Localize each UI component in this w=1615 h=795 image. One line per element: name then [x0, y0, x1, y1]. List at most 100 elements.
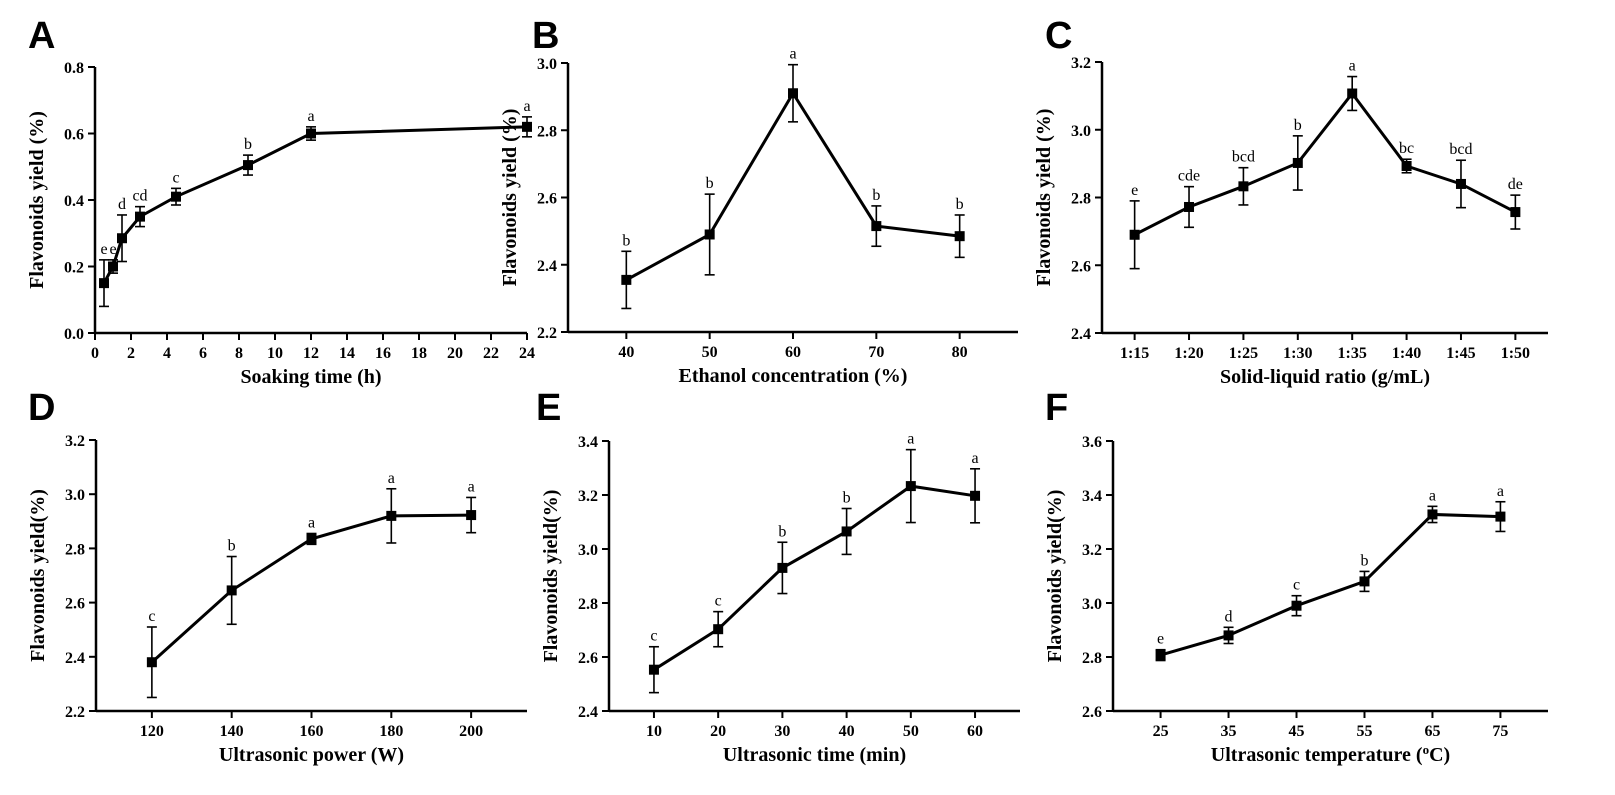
- y-tick-label: 3.6: [1082, 434, 1102, 451]
- significance-label: b: [706, 175, 714, 192]
- x-tick-label: 18: [411, 345, 427, 362]
- significance-label: c: [715, 593, 722, 610]
- y-tick-label: 2.8: [578, 596, 598, 613]
- x-tick-label: 160: [300, 723, 324, 740]
- y-axis-title: Flavonoids yield (%): [499, 109, 521, 287]
- x-tick-label: 120: [140, 723, 164, 740]
- x-tick-label: 20: [447, 345, 463, 362]
- significance-label: a: [388, 470, 395, 487]
- significance-label: d: [118, 196, 126, 213]
- data-point: [841, 526, 852, 537]
- x-tick-label: 40: [618, 344, 634, 361]
- x-tick-label: 45: [1289, 723, 1305, 740]
- y-tick-label: 3.2: [65, 433, 85, 450]
- significance-label: b: [244, 136, 252, 153]
- y-tick-label: 2.6: [1082, 704, 1102, 721]
- x-tick-label: 80: [952, 344, 968, 361]
- data-point: [1223, 630, 1234, 641]
- x-tick-label: 75: [1492, 723, 1508, 740]
- data-point: [970, 490, 981, 501]
- x-axis-title: Ethanol concentration (%): [679, 365, 908, 387]
- y-tick-label: 2.6: [537, 191, 557, 208]
- data-point: [905, 481, 916, 492]
- significance-label: c: [650, 628, 657, 645]
- x-tick-label: 60: [785, 344, 801, 361]
- x-tick-label: 70: [868, 344, 884, 361]
- x-tick-label: 20: [710, 723, 726, 740]
- data-point: [1495, 511, 1506, 522]
- significance-label: bcd: [1232, 149, 1255, 166]
- x-axis-title: Solid-liquid ratio (g/mL): [1220, 366, 1430, 388]
- x-tick-label: 14: [339, 345, 355, 362]
- x-tick-label: 50: [702, 344, 718, 361]
- significance-label: de: [1508, 176, 1523, 193]
- data-point: [648, 664, 659, 675]
- x-axis-title: Ultrasonic power (W): [219, 744, 404, 766]
- series-line: [1133, 91, 1517, 237]
- x-axis-title: Soaking time (h): [240, 366, 381, 388]
- x-tick-label: 140: [220, 723, 244, 740]
- significance-label: bc: [1399, 140, 1414, 157]
- y-tick-label: 3.0: [1071, 123, 1091, 140]
- significance-label: a: [789, 46, 796, 63]
- y-tick-label: 2.4: [65, 650, 85, 667]
- y-tick-label: 0.0: [64, 326, 84, 343]
- y-tick-label: 3.2: [1082, 542, 1102, 559]
- panel-C: C 2.4 2.6 2.8 3.0 3.2 1:15 1:20 1:25 1:30 1:35 1:40…: [1033, 15, 1548, 388]
- data-point: [1455, 178, 1466, 189]
- x-tick-label: 10: [267, 345, 283, 362]
- data-point: [1401, 160, 1412, 171]
- y-tick-label: 2.8: [65, 541, 85, 558]
- data-point: [1291, 600, 1302, 611]
- x-tick-label: 16: [375, 345, 391, 362]
- x-tick-label: 35: [1221, 723, 1237, 740]
- significance-label: e: [1157, 631, 1164, 648]
- x-tick-label: 180: [379, 723, 403, 740]
- panel-letter: E: [536, 387, 561, 429]
- panel-B: B 2.2 2.4 2.6 2.8 3.0 40 50 60 70 80 Ethanol concen…: [499, 15, 1018, 387]
- x-tick-label: 1:20: [1174, 345, 1203, 362]
- significance-label: a: [307, 108, 314, 125]
- x-tick-label: 1:15: [1120, 345, 1149, 362]
- x-tick-label: 1:50: [1501, 345, 1530, 362]
- data-point: [117, 233, 127, 244]
- significance-label: a: [971, 450, 978, 467]
- data-point: [788, 88, 798, 99]
- x-axis-title: Ultrasonic time (min): [723, 744, 906, 766]
- panel-letter: D: [28, 387, 55, 429]
- y-tick-label: 2.8: [1071, 191, 1091, 208]
- data-point: [621, 274, 632, 285]
- data-point: [522, 121, 532, 132]
- significance-label: c: [148, 608, 155, 625]
- x-tick-label: 50: [903, 723, 919, 740]
- x-tick-label: 6: [199, 345, 207, 362]
- x-tick-label: 60: [967, 723, 983, 740]
- y-tick-label: 2.2: [65, 704, 85, 721]
- significance-label: e: [1131, 182, 1138, 199]
- y-tick-label: 0.8: [64, 60, 84, 77]
- significance-label: a: [1349, 58, 1356, 75]
- significance-label: cd: [132, 188, 147, 205]
- y-tick-label: 2.4: [537, 258, 557, 275]
- data-point: [171, 191, 181, 202]
- x-tick-label: 10: [646, 723, 662, 740]
- significance-label: b: [778, 523, 786, 540]
- y-tick-label: 0.4: [64, 193, 84, 210]
- y-tick-label: 3.4: [578, 434, 598, 451]
- x-tick-label: 4: [163, 345, 171, 362]
- panel-F: F 2.6 2.8 3.0 3.2 3.4 3.6 25 35 45 55 65 75 Ultrasoni…: [1044, 387, 1548, 766]
- y-tick-label: 2.2: [537, 325, 557, 342]
- x-tick-label: 22: [483, 345, 499, 362]
- series-line: [653, 484, 976, 671]
- significance-label: a: [1497, 483, 1504, 500]
- y-axis-title: Flavonoids yield (%): [1033, 109, 1055, 287]
- x-tick-label: 12: [303, 345, 319, 362]
- significance-label: b: [1360, 552, 1368, 569]
- data-point: [386, 510, 397, 521]
- panel-A: A0.00.20.40.60.80 2 4 6 8 10 12 14 16 18 20 22 24Soa…: [26, 15, 535, 388]
- panel-letter: F: [1045, 387, 1068, 429]
- data-point: [777, 562, 788, 573]
- x-tick-label: 8: [235, 345, 243, 362]
- data-point: [1292, 157, 1303, 168]
